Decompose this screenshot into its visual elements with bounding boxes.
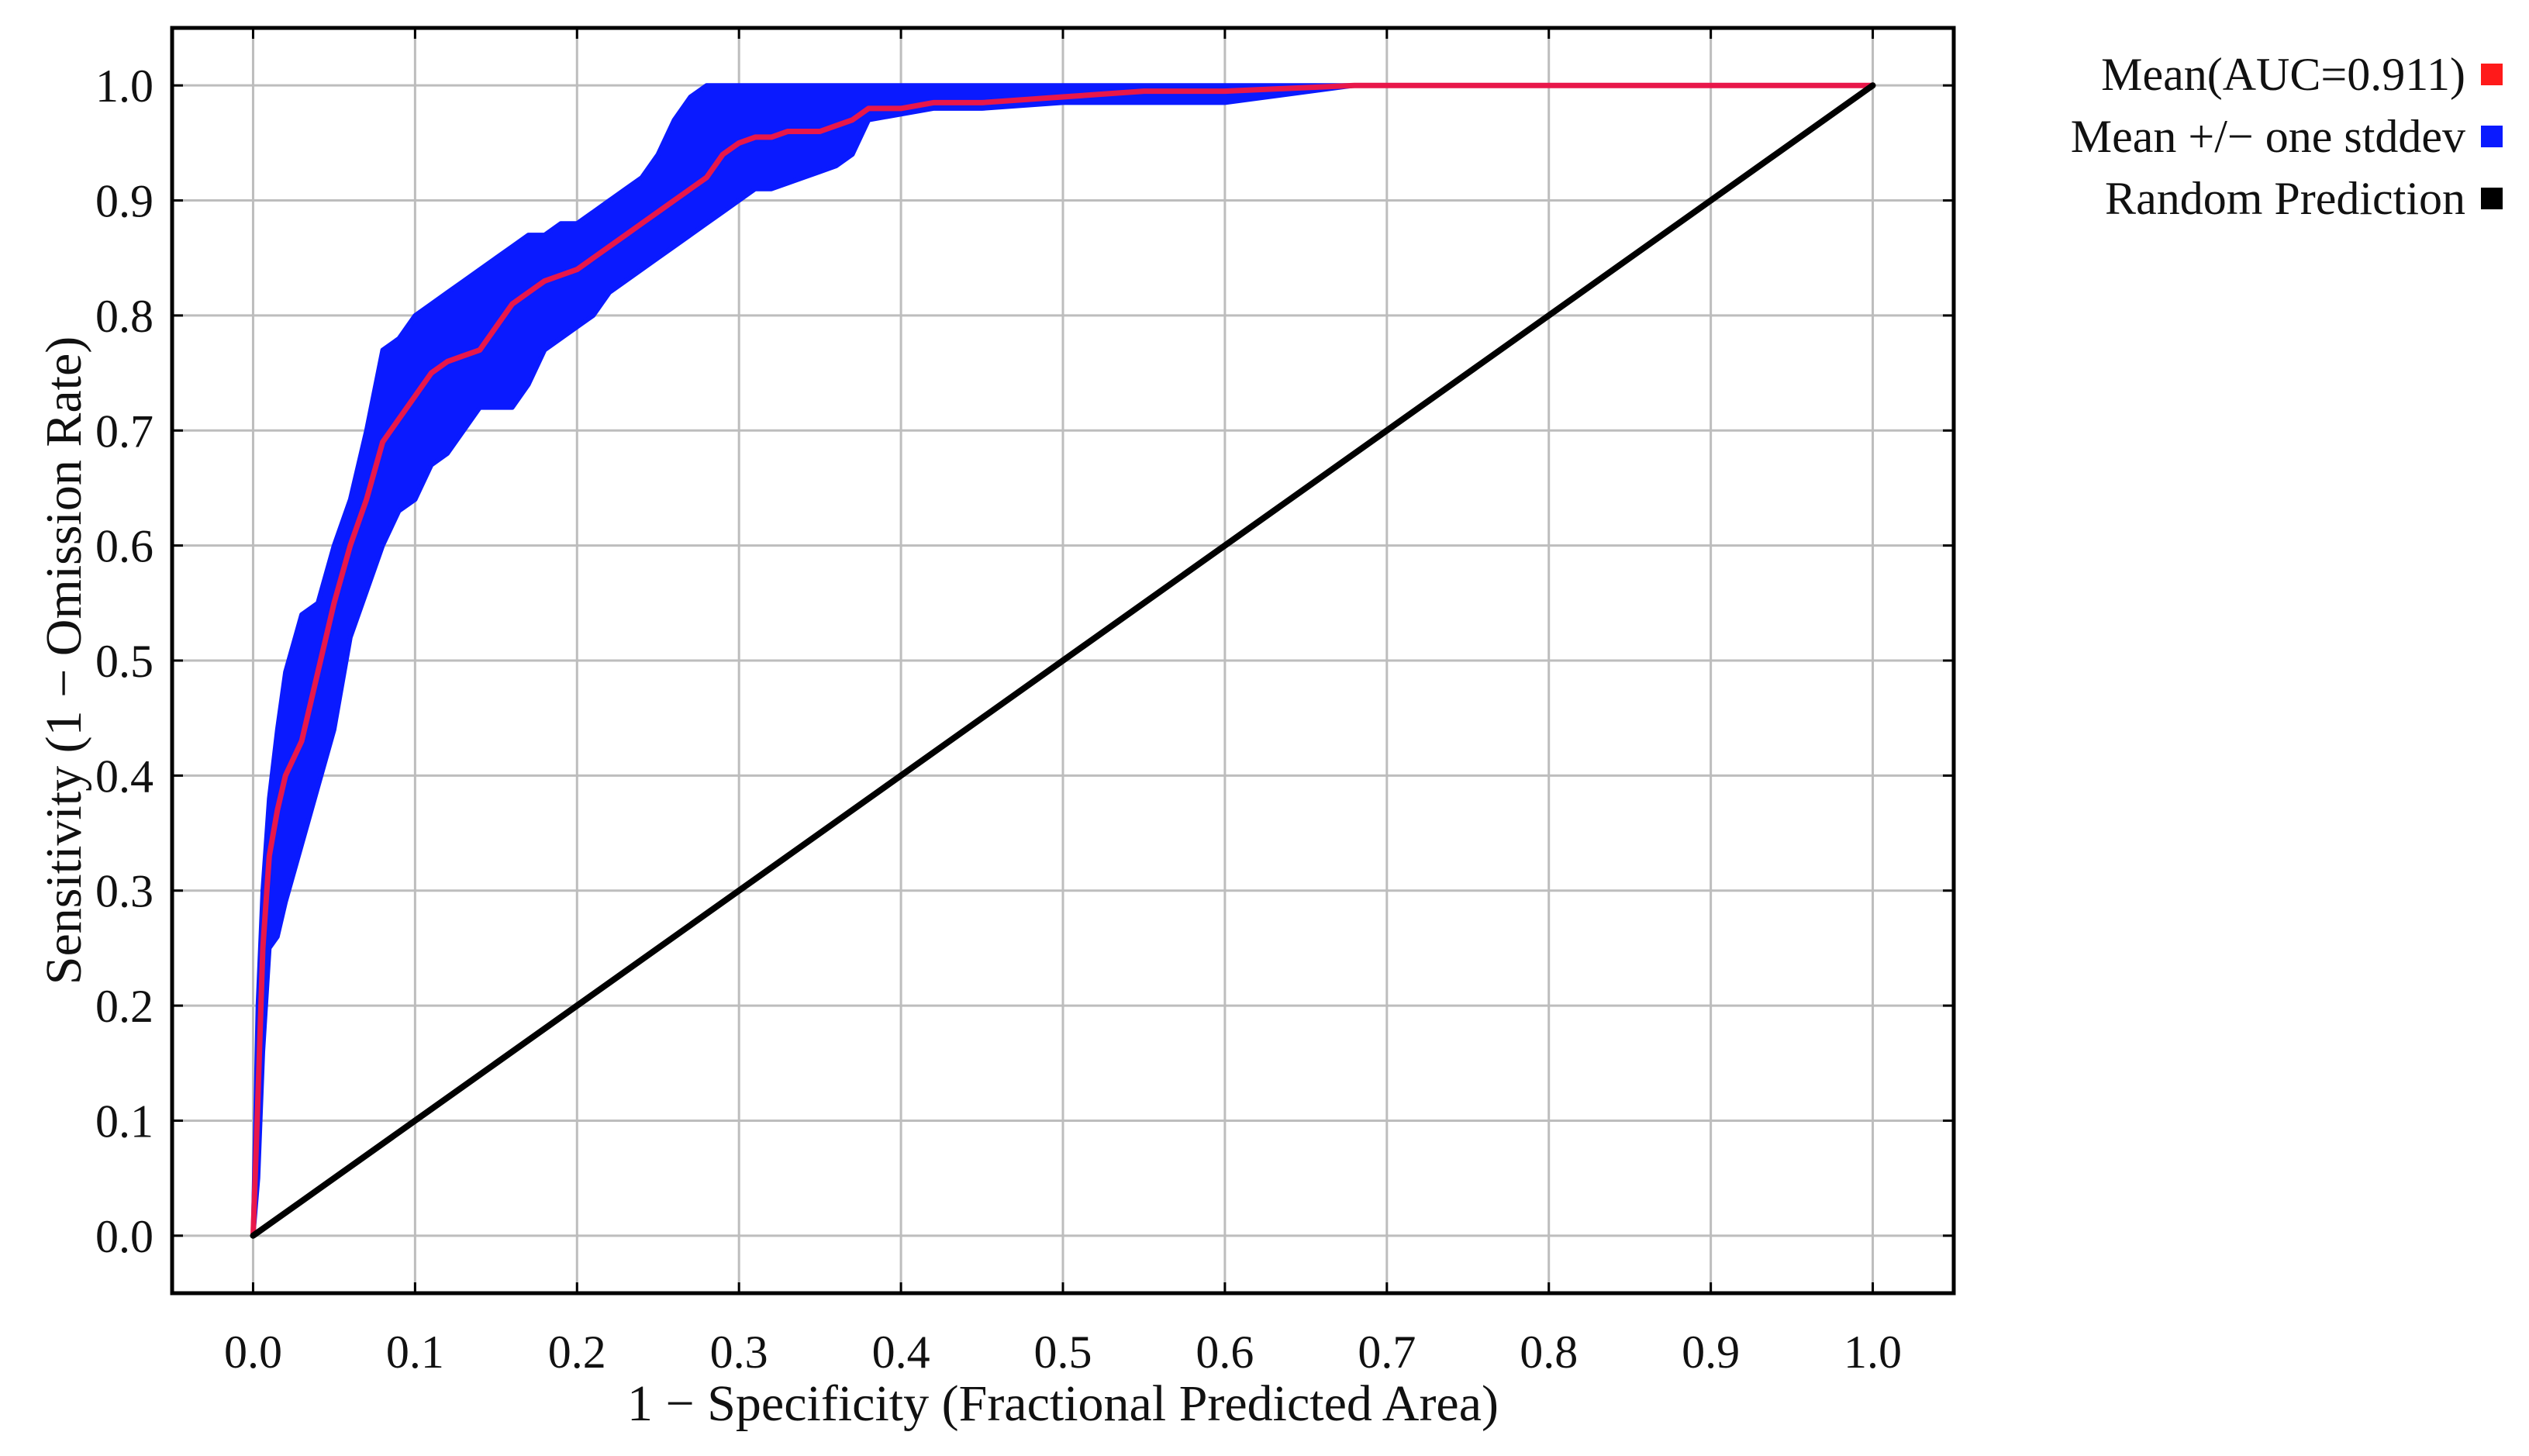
series-lines-layer bbox=[250, 82, 1876, 1239]
y-tick-label: 0.5 bbox=[95, 636, 154, 687]
y-tick-label: 0.3 bbox=[95, 866, 154, 917]
legend-label: Random Prediction bbox=[2105, 173, 2465, 224]
y-tick-label: 0.4 bbox=[95, 750, 154, 802]
y-tick-label: 1.0 bbox=[95, 60, 154, 112]
y-axis-title: Sensitivity (1 − Omission Rate) bbox=[36, 336, 92, 985]
x-tick-label: 0.4 bbox=[872, 1327, 930, 1378]
y-tick-label: 0.7 bbox=[95, 405, 154, 457]
x-tick-label: 0.5 bbox=[1034, 1327, 1092, 1378]
x-tick-label: 0.6 bbox=[1195, 1327, 1254, 1378]
x-axis-title: 1 − Specificity (Fractional Predicted Ar… bbox=[627, 1375, 1499, 1432]
x-tick-label: 0.2 bbox=[548, 1327, 606, 1378]
y-tick-label: 0.1 bbox=[95, 1095, 154, 1147]
x-tick-label: 0.7 bbox=[1358, 1327, 1416, 1378]
x-tick-labels: 0.0 0.1 0.2 0.3 0.4 0.5 0.6 0.7 0.8 0.9 1.0 bbox=[224, 1327, 1902, 1378]
legend-label: Mean(AUC=0.911) bbox=[2101, 49, 2465, 100]
legend-label: Mean +/− one stddev bbox=[2071, 111, 2465, 162]
y-tick-label: 0.9 bbox=[95, 176, 154, 227]
y-tick-label: 0.8 bbox=[95, 291, 154, 342]
y-tick-label: 0.0 bbox=[95, 1211, 154, 1262]
legend-swatch bbox=[2481, 126, 2503, 147]
y-tick-label: 0.2 bbox=[95, 981, 154, 1032]
tick-marks bbox=[172, 28, 1954, 1293]
x-tick-label: 0.3 bbox=[710, 1327, 768, 1378]
x-tick-label: 0.0 bbox=[224, 1327, 282, 1378]
random-prediction-line bbox=[250, 82, 1876, 1239]
y-tick-label: 0.6 bbox=[95, 521, 154, 572]
y-tick-labels: 0.0 0.1 0.2 0.3 0.4 0.5 0.6 0.7 0.8 0.9 1.0 bbox=[95, 60, 154, 1262]
legend: Mean(AUC=0.911) Mean +/− one stddev Random… bbox=[2071, 49, 2503, 224]
legend-swatch bbox=[2481, 64, 2503, 85]
mean-roc-line bbox=[250, 82, 1875, 1239]
x-tick-label: 0.8 bbox=[1520, 1327, 1578, 1378]
x-tick-label: 0.1 bbox=[386, 1327, 444, 1378]
x-tick-label: 0.9 bbox=[1682, 1327, 1740, 1378]
x-tick-label: 1.0 bbox=[1844, 1327, 1902, 1378]
legend-swatch bbox=[2481, 188, 2503, 209]
